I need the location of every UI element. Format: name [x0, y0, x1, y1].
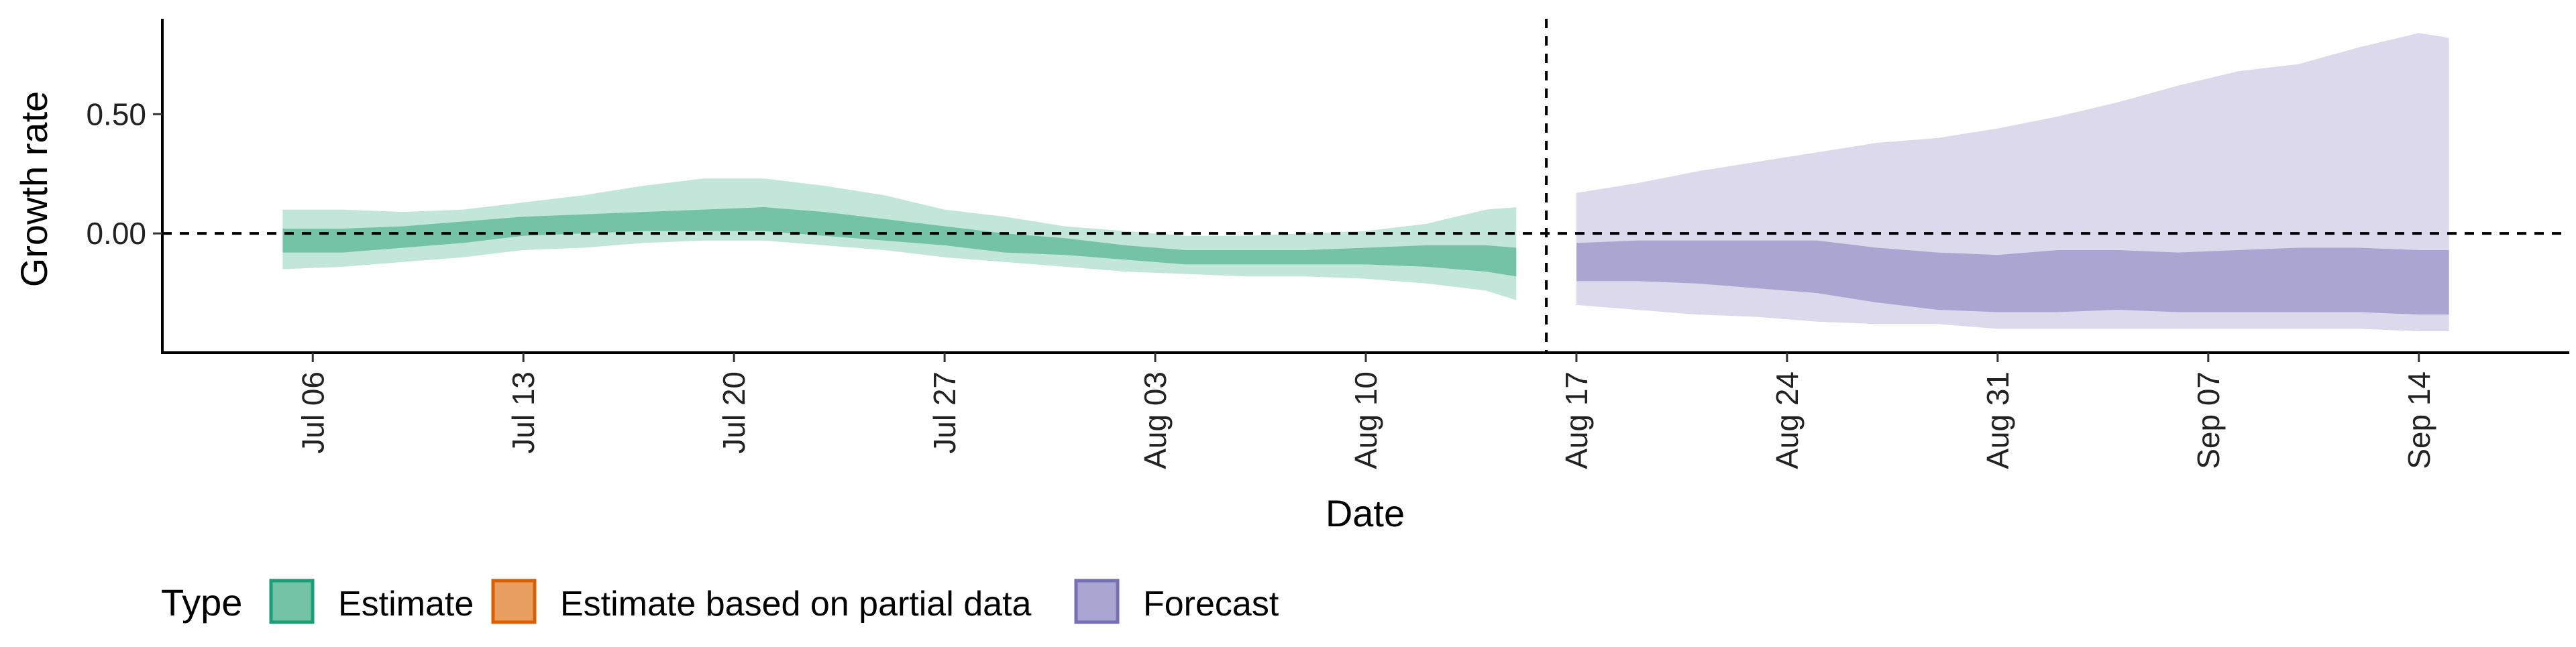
legend-label: Estimate: [338, 585, 474, 624]
legend-title: Type: [161, 581, 242, 624]
y-axis-title: Growth rate: [13, 91, 55, 288]
x-axis-title: Date: [1326, 492, 1405, 534]
x-tick-label: Aug 24: [1770, 371, 1805, 469]
axes: [153, 19, 2569, 362]
estimate-50-band: [282, 207, 1517, 277]
legend-label: Estimate based on partial data: [560, 585, 1032, 624]
y-tick-label: 0.50: [86, 97, 146, 131]
forecast-50-band: [1576, 240, 2449, 315]
x-tick-label: Aug 31: [1980, 371, 2015, 469]
x-tick-label: Aug 10: [1348, 371, 1383, 469]
x-tick-label: Aug 03: [1138, 371, 1173, 469]
legend-key: [1074, 579, 1120, 624]
legend-key: [491, 579, 537, 624]
x-tick-label: Sep 07: [2191, 371, 2226, 469]
x-tick-label: Jul 20: [716, 371, 751, 454]
x-tick-label: Aug 17: [1559, 371, 1594, 469]
y-tick-label: 0.00: [86, 216, 146, 251]
reference-lines: [162, 19, 2569, 353]
legend: Type Estimate Estimate based on partial d…: [161, 579, 1279, 624]
x-tick-label: Jul 06: [295, 371, 330, 454]
bands-layer: [282, 33, 2449, 332]
x-tick-label: Jul 27: [927, 371, 962, 454]
legend-label: Forecast: [1143, 585, 1279, 624]
x-tick-label: Jul 13: [506, 371, 541, 454]
legend-key: [269, 579, 315, 624]
x-tick-label: Sep 14: [2402, 371, 2436, 469]
tick-labels: 0.50 0.00 Jul 06 Jul 13 Jul 20 Jul 27 Aug 03 Au…: [86, 97, 2436, 469]
